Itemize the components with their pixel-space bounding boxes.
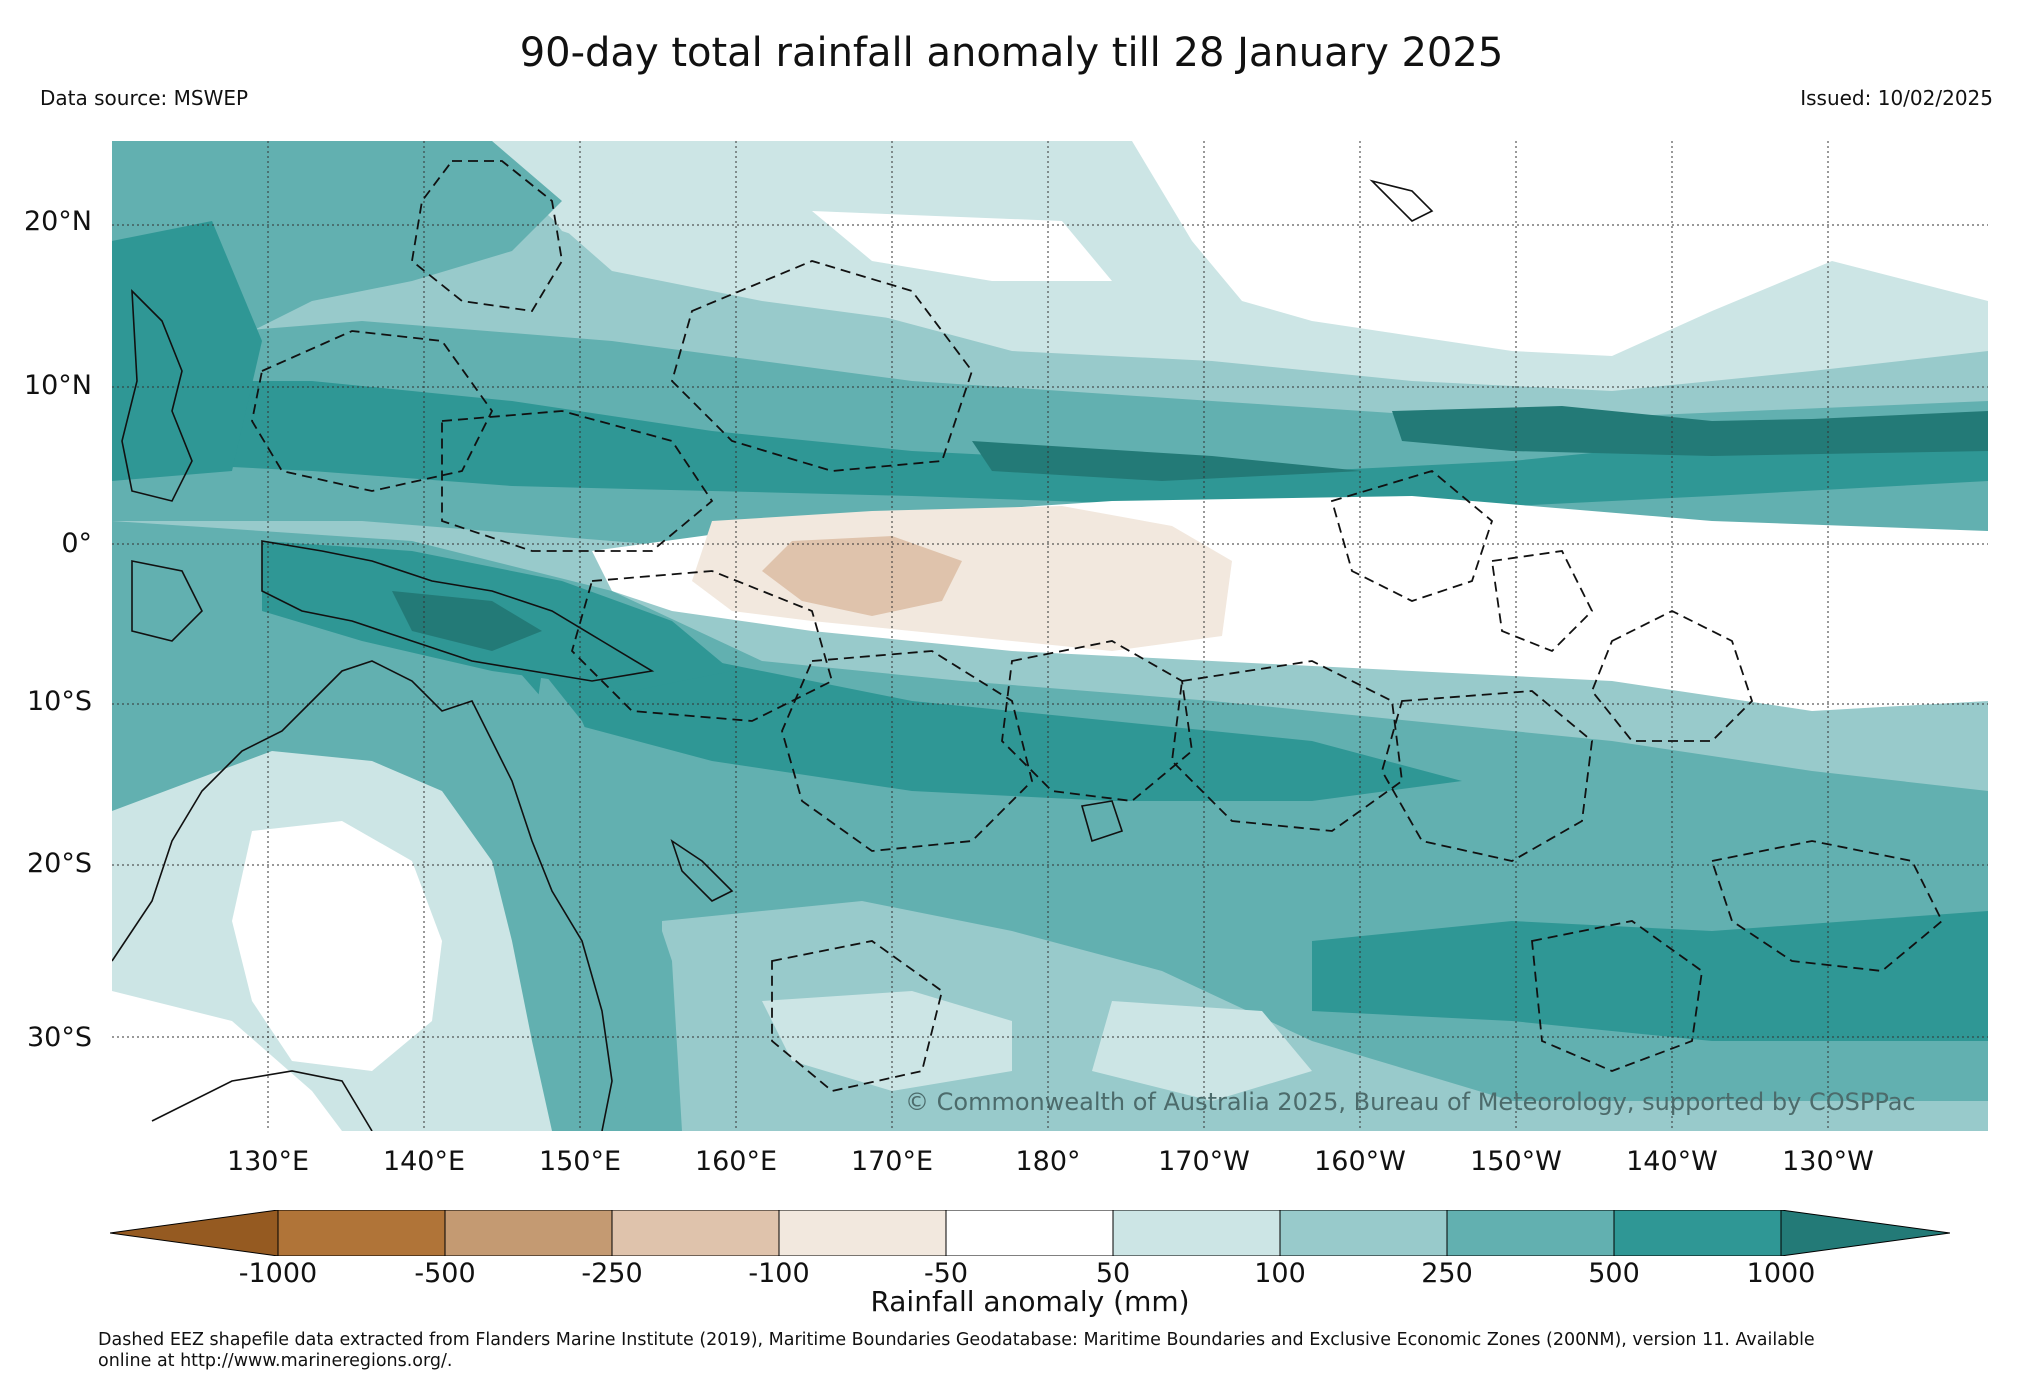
- coastlines: [112, 179, 1434, 1131]
- lon-label-170w: 170°W: [1158, 1146, 1250, 1177]
- lon-label-180: 180°: [1015, 1146, 1081, 1177]
- colorbar-bin-8: [1446, 1209, 1615, 1257]
- data-source-label: Data source: MSWEP: [40, 86, 249, 110]
- lon-label-150e: 150°E: [538, 1146, 622, 1177]
- footnote-line-2: online at http://www.marineregions.org/.: [98, 1351, 453, 1371]
- lat-label-equator: 0°: [61, 528, 92, 559]
- colorbar-extend-high: [1780, 1209, 1951, 1257]
- copyright-notice: © Commonwealth of Australia 2025, Bureau…: [905, 1088, 1916, 1116]
- lon-label-160w: 160°W: [1314, 1146, 1406, 1177]
- eez-boundaries: [251, 160, 1944, 1092]
- lon-label-140w: 140°W: [1626, 1146, 1718, 1177]
- colorbar-tick: -250: [581, 1258, 643, 1289]
- anomaly-fields: [112, 141, 1988, 1131]
- footnote: Dashed EEZ shapefile data extracted from…: [98, 1330, 1998, 1372]
- colorbar-tick: -100: [748, 1258, 810, 1289]
- lon-label-150w: 150°W: [1470, 1146, 1562, 1177]
- colorbar-tick: -500: [414, 1258, 476, 1289]
- colorbar-swatches: [109, 1209, 1951, 1257]
- footnote-line-1: Dashed EEZ shapefile data extracted from…: [98, 1330, 1815, 1350]
- colorbar-bin-5: [945, 1209, 1114, 1257]
- map-title: 90-day total rainfall anomaly till 28 Ja…: [519, 30, 1504, 76]
- colorbar-extend-low: [109, 1209, 279, 1257]
- colorbar-tick: -50: [923, 1258, 969, 1289]
- lon-label-170e: 170°E: [850, 1146, 934, 1177]
- colorbar-tick: 250: [1421, 1258, 1473, 1289]
- colorbar-tick: 500: [1588, 1258, 1640, 1289]
- colorbar-tick: 100: [1254, 1258, 1306, 1289]
- lon-label-160e: 160°E: [694, 1146, 778, 1177]
- issued-date-label: Issued: 10/02/2025: [1800, 86, 1993, 110]
- lat-label-20n: 20°N: [23, 206, 92, 237]
- colorbar-tick: 1000: [1746, 1258, 1816, 1289]
- colorbar-bin-1: [277, 1209, 446, 1257]
- colorbar-label: Rainfall anomaly (mm): [870, 1285, 1190, 1318]
- colorbar-bin-9: [1613, 1209, 1782, 1257]
- colorbar-bin-3: [611, 1209, 780, 1257]
- colorbar-bin-7: [1279, 1209, 1448, 1257]
- rainfall-anomaly-map: [112, 141, 1988, 1131]
- lat-label-20s: 20°S: [27, 848, 92, 879]
- lat-label-30s: 30°S: [27, 1022, 92, 1053]
- colorbar-tick: 50: [1095, 1258, 1131, 1289]
- lon-label-130w: 130°W: [1782, 1146, 1874, 1177]
- colorbar-bin-6: [1112, 1209, 1281, 1257]
- lon-label-130e: 130°E: [226, 1146, 310, 1177]
- colorbar-tick: -1000: [238, 1258, 318, 1289]
- map-canvas: [112, 141, 1988, 1131]
- colorbar-bin-2: [444, 1209, 613, 1257]
- lon-label-140e: 140°E: [382, 1146, 466, 1177]
- colorbar-bin-4: [778, 1209, 947, 1257]
- lat-label-10s: 10°S: [27, 686, 92, 717]
- graticule: [112, 141, 1988, 1131]
- lat-label-10n: 10°N: [23, 370, 92, 401]
- colorbar: [109, 1209, 1951, 1257]
